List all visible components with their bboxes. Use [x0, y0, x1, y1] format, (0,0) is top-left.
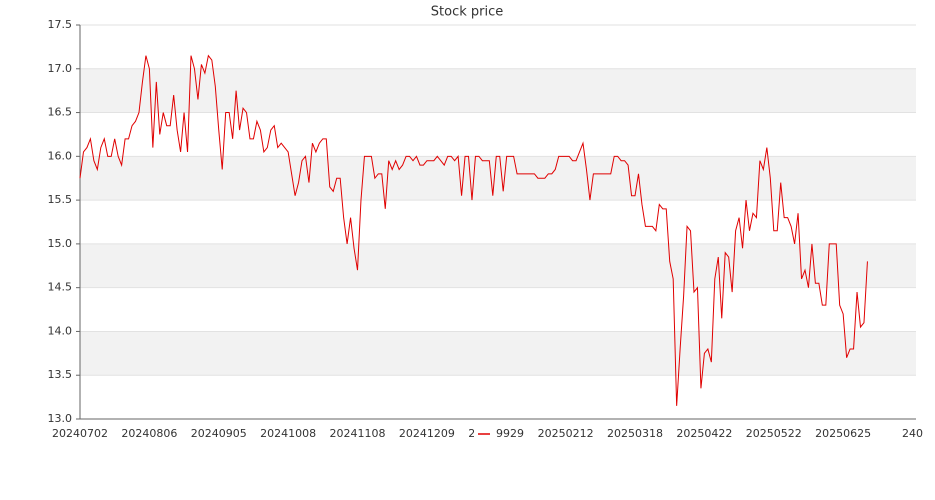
x-tick-label: 20250212 [538, 427, 594, 440]
x-tick-label: 20241008 [260, 427, 316, 440]
x-tick-label: 240 [902, 427, 923, 440]
y-tick-label: 15.0 [48, 237, 73, 250]
grid-band [80, 331, 916, 376]
y-tick-label: 16.5 [48, 106, 73, 119]
x-tick-label: 20240905 [191, 427, 247, 440]
x-tick-label: 20240806 [121, 427, 177, 440]
x-tick-label: 20241209 [399, 427, 455, 440]
x-tick-label: 20250318 [607, 427, 663, 440]
x-tick-label: 20250522 [746, 427, 802, 440]
grid-band [80, 156, 916, 201]
line-series [79, 54, 868, 406]
y-tick-label: 17.0 [48, 62, 73, 75]
grid-band [80, 243, 916, 288]
legend-label: 9929 [496, 427, 524, 440]
x-tick-label: 20250422 [676, 427, 732, 440]
y-tick-label: 15.5 [48, 193, 73, 206]
x-tick-label: 20241108 [330, 427, 386, 440]
y-tick-label: 13.0 [48, 412, 73, 425]
chart-title: Stock price [431, 5, 503, 20]
y-tick-label: 14.0 [48, 324, 73, 337]
y-tick-label: 14.5 [48, 281, 73, 294]
legend: 9929 [474, 426, 530, 442]
y-tick-label: 13.5 [48, 368, 73, 381]
legend-box [474, 426, 530, 442]
y-tick-label: 17.5 [48, 18, 73, 31]
x-tick-label: 20240702 [52, 427, 108, 440]
grid-band [80, 68, 916, 113]
y-tick-label: 16.0 [48, 149, 73, 162]
x-tick-label: 20250625 [815, 427, 871, 440]
